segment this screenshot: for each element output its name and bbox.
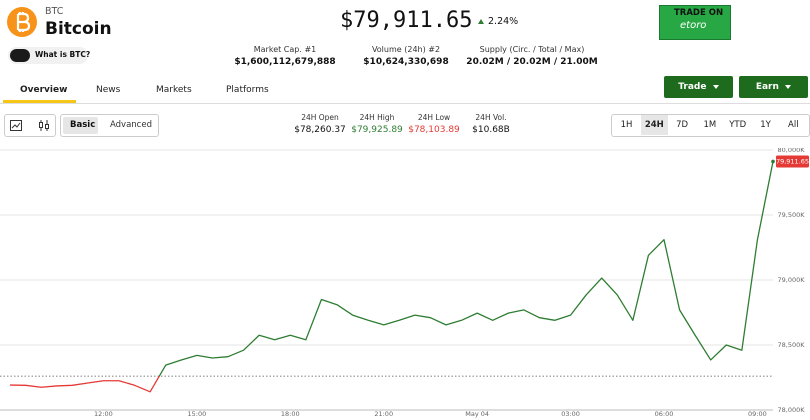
y-tick-label: 79,000K: [777, 276, 805, 284]
day-stat-label: 24H High: [359, 113, 395, 122]
range-button[interactable]: YTD: [729, 120, 747, 130]
tab[interactable]: News: [96, 85, 121, 95]
day-stat-label: 24H Low: [417, 113, 451, 122]
x-tick-label: 03:00: [561, 410, 580, 418]
y-tick-label: 78,000K: [777, 406, 805, 414]
range-button[interactable]: 1M: [703, 120, 717, 130]
day-stat-label: 24H Open: [301, 113, 339, 122]
coin-logo: [7, 7, 37, 37]
day-stat-value: $78,260.37: [294, 125, 346, 135]
day-stat-value: $10.68B: [472, 125, 510, 135]
coin-name: Bitcoin: [45, 19, 112, 39]
range-button[interactable]: 24H: [640, 115, 668, 135]
x-tick-label: 18:00: [281, 410, 300, 418]
ad-line1: TRADE ON: [674, 8, 724, 18]
ad-line2: etoro: [680, 20, 707, 31]
active-tab-underline: [3, 100, 76, 103]
trade-label: Trade: [678, 82, 707, 92]
ad-banner[interactable]: TRADE ON etoro: [659, 5, 731, 40]
tab[interactable]: Markets: [156, 85, 192, 95]
y-tick-label: 80,000K: [777, 148, 805, 154]
stat-label: Volume (24h) #2: [371, 45, 441, 54]
price-line: [9, 161, 774, 393]
stat-value: 20.02M / 20.02M / 21.00M: [466, 57, 598, 67]
x-tick-label: 12:00: [94, 410, 113, 418]
price-tag: [776, 155, 809, 168]
day-stat-label: 24H Vol.: [475, 113, 507, 122]
x-tick-label: May 04: [465, 410, 489, 418]
stat-value: $1,600,112,679,888: [234, 57, 336, 67]
y-tick-label: 78,500K: [777, 341, 805, 349]
trade-button[interactable]: Trade: [664, 76, 733, 98]
price: $79,911.65: [340, 8, 473, 33]
last-point: [771, 159, 775, 164]
chart: 78,000K 78,500K 79,000K 79,500K 80,000K 12:00…: [0, 148, 809, 418]
range-button[interactable]: 1H: [620, 120, 633, 130]
stat-label: Market Cap. #1: [253, 45, 317, 54]
x-tick-label: 06:00: [655, 410, 674, 418]
range-button[interactable]: All: [788, 120, 799, 130]
mode[interactable]: Advanced: [110, 120, 152, 130]
up-arrow: [478, 19, 484, 24]
mode-toggle: Basic Advanced: [60, 114, 159, 137]
mode[interactable]: Basic: [70, 120, 96, 130]
x-tick-label: 09:00: [748, 410, 767, 418]
price-tag-label: 79,911.65: [776, 157, 809, 165]
candle-icon[interactable]: [38, 119, 50, 132]
price-change: 2.24%: [488, 16, 519, 27]
range-button[interactable]: 1Y: [760, 120, 771, 130]
tab[interactable]: Platforms: [226, 85, 269, 95]
what-is-button[interactable]: What is BTC?: [8, 47, 91, 64]
x-tick-label: 15:00: [187, 410, 206, 418]
line-icon[interactable]: [10, 120, 22, 131]
chart-style-toggle: [4, 114, 56, 137]
what-is-label: What is BTC?: [35, 50, 91, 59]
range-button[interactable]: 7D: [676, 120, 689, 130]
earn-button[interactable]: Earn: [739, 76, 808, 98]
x-tick-label: 21:00: [374, 410, 393, 418]
day-stat-value: $79,925.89: [351, 125, 403, 135]
tab[interactable]: Overview: [20, 85, 68, 95]
earn-label: Earn: [755, 82, 779, 92]
day-stat-value: $78,103.89: [408, 125, 460, 135]
symbol: BTC: [45, 6, 64, 17]
stat-value: $10,624,330,698: [363, 57, 449, 67]
y-tick-label: 79,500K: [777, 211, 805, 219]
divider: [0, 103, 810, 104]
stat-label: Supply (Circ. / Total / Max): [479, 45, 585, 54]
